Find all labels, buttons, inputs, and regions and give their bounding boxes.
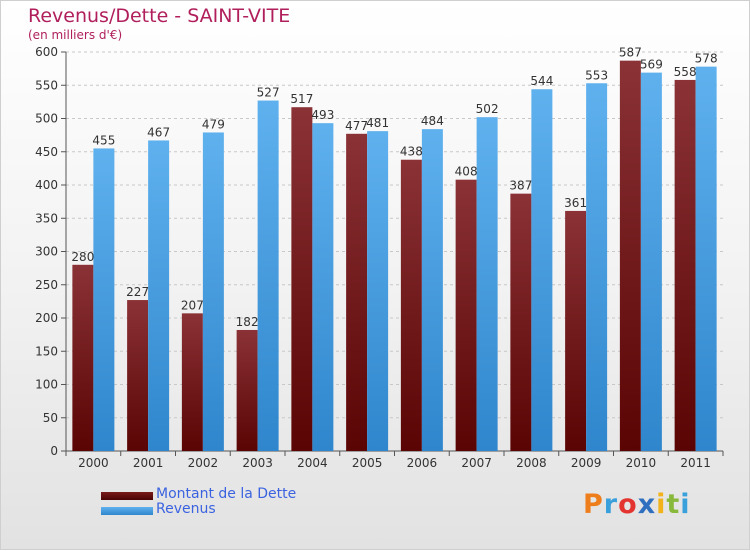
bar-revenus bbox=[640, 72, 662, 452]
value-label: 467 bbox=[147, 125, 170, 139]
legend-swatch-dette bbox=[101, 492, 153, 500]
x-tick-label: 2006 bbox=[407, 456, 438, 470]
bar-dette bbox=[400, 159, 422, 452]
chart-subtitle: (en milliers d'€) bbox=[28, 28, 123, 42]
logo-letter: i bbox=[680, 489, 691, 520]
y-tick-label: 600 bbox=[35, 45, 58, 59]
x-tick-label: 2010 bbox=[626, 456, 657, 470]
bar-dette bbox=[291, 107, 313, 451]
value-label: 569 bbox=[640, 58, 663, 72]
chart-title: Revenus/Dette - SAINT-VITE bbox=[28, 5, 291, 27]
bar-dette bbox=[619, 60, 641, 452]
bar-dette bbox=[565, 210, 587, 451]
y-tick-label: 550 bbox=[35, 78, 58, 92]
value-label: 207 bbox=[181, 298, 204, 312]
value-label: 544 bbox=[530, 74, 553, 88]
value-label: 182 bbox=[236, 315, 259, 329]
value-label: 578 bbox=[695, 52, 718, 66]
y-tick-label: 300 bbox=[35, 245, 58, 259]
bar-dette bbox=[346, 133, 368, 452]
value-label: 387 bbox=[509, 179, 532, 193]
legend-swatch-revenus bbox=[101, 507, 153, 515]
y-tick-label: 0 bbox=[50, 444, 58, 458]
x-tick-label: 2004 bbox=[297, 456, 328, 470]
bar-revenus bbox=[586, 83, 608, 451]
bar-revenus bbox=[93, 148, 115, 452]
logo-letter: x bbox=[637, 489, 657, 520]
bar-dette bbox=[72, 264, 94, 451]
value-label: 553 bbox=[585, 68, 608, 82]
bar-dette bbox=[236, 329, 258, 451]
legend-label-revenus: Revenus bbox=[156, 501, 216, 517]
value-label: 502 bbox=[476, 102, 499, 116]
bar-dette bbox=[181, 313, 203, 451]
bar-dette bbox=[455, 179, 477, 451]
value-label: 517 bbox=[290, 92, 313, 106]
bar-revenus bbox=[695, 66, 717, 451]
y-tick-label: 450 bbox=[35, 145, 58, 159]
x-tick-label: 2008 bbox=[516, 456, 547, 470]
proxiti-logo: Proxiti bbox=[583, 489, 691, 520]
bar-revenus bbox=[531, 89, 553, 452]
bar-dette bbox=[674, 79, 696, 452]
logo-letter: t bbox=[666, 489, 681, 520]
value-label: 280 bbox=[71, 250, 94, 264]
bar-dette bbox=[127, 300, 149, 451]
x-tick-label: 2002 bbox=[188, 456, 219, 470]
logo-letter: o bbox=[618, 489, 638, 520]
axes: 0 50 100 150 200 250 300 350 400 450 500 550 600 2000… bbox=[35, 45, 724, 470]
y-tick-label: 100 bbox=[35, 378, 58, 392]
bar-revenus bbox=[257, 100, 279, 452]
value-label: 493 bbox=[311, 108, 334, 122]
value-label: 455 bbox=[92, 133, 115, 147]
value-label: 361 bbox=[564, 196, 587, 210]
value-label: 477 bbox=[345, 119, 368, 133]
bar-revenus bbox=[148, 140, 170, 451]
x-tick-label: 2003 bbox=[242, 456, 273, 470]
bar-revenus bbox=[202, 132, 224, 451]
value-label: 479 bbox=[202, 117, 225, 131]
y-tick-label: 150 bbox=[35, 344, 58, 358]
y-tick-label: 250 bbox=[35, 278, 58, 292]
value-label: 408 bbox=[455, 165, 478, 179]
legend-label-dette: Montant de la Dette bbox=[156, 486, 297, 502]
x-tick-label: 2009 bbox=[571, 456, 602, 470]
x-tick-label: 2011 bbox=[680, 456, 711, 470]
value-label: 227 bbox=[126, 285, 149, 299]
logo-letter: P bbox=[583, 489, 604, 520]
x-tick-label: 2001 bbox=[133, 456, 164, 470]
value-label: 484 bbox=[421, 114, 444, 128]
logo-letter: r bbox=[603, 489, 619, 520]
bar-revenus bbox=[312, 123, 334, 451]
x-tick-label: 2007 bbox=[461, 456, 492, 470]
bar-revenus bbox=[476, 117, 498, 452]
bars bbox=[72, 60, 717, 452]
logo-letter: i bbox=[656, 489, 667, 520]
value-label: 587 bbox=[619, 46, 642, 60]
y-tick-label: 50 bbox=[43, 411, 58, 425]
value-label: 481 bbox=[366, 116, 389, 130]
value-label: 527 bbox=[257, 86, 280, 100]
bar-dette bbox=[510, 193, 532, 451]
value-label: 558 bbox=[674, 65, 697, 79]
y-tick-label: 500 bbox=[35, 112, 58, 126]
x-tick-label: 2000 bbox=[78, 456, 109, 470]
y-tick-label: 400 bbox=[35, 178, 58, 192]
grid-lines bbox=[66, 51, 723, 419]
bar-revenus bbox=[421, 129, 443, 451]
bar-revenus bbox=[367, 131, 389, 451]
x-tick-label: 2005 bbox=[352, 456, 383, 470]
y-tick-label: 200 bbox=[35, 311, 58, 325]
y-tick-label: 350 bbox=[35, 211, 58, 225]
value-label: 438 bbox=[400, 145, 423, 159]
